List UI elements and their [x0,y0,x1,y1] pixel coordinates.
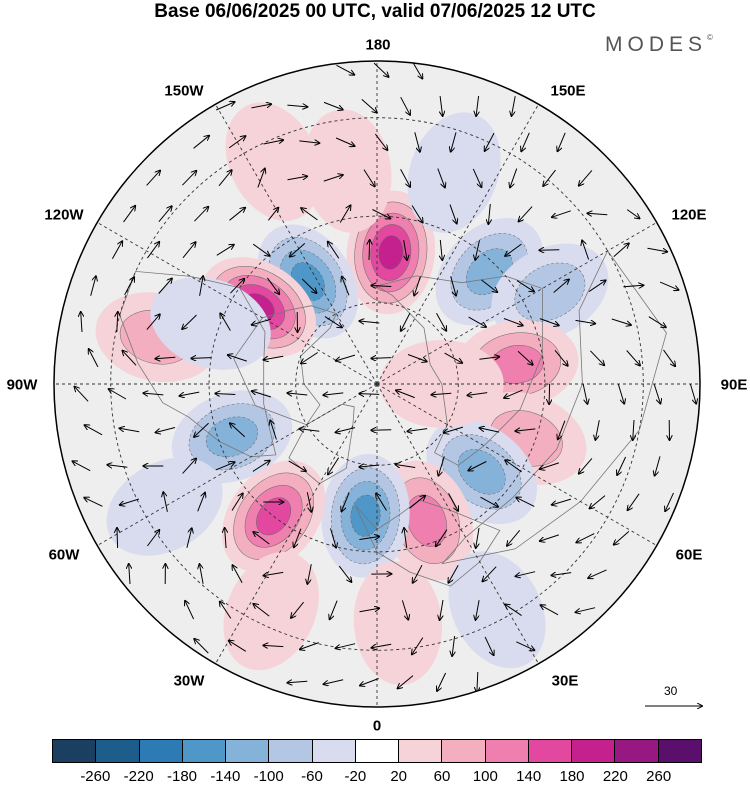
colorbar-tick-label: 20 [390,768,407,785]
colorbar-swatch [399,740,442,762]
colorbar-tick-label: 60 [434,768,451,785]
colorbar-tick-label: 260 [646,768,671,785]
lon-label-30w: 30W [174,673,205,690]
colorbar-swatch [96,740,139,762]
colorbar-swatch [442,740,485,762]
wind-arrow [549,384,550,404]
wind-arrow [371,430,391,431]
colorbar-swatch [313,740,356,762]
colorbar-swatch [140,740,183,762]
colorbar-swatch [183,740,226,762]
colorbar-tick-label: 180 [559,768,584,785]
lon-label-0: 0 [373,718,381,735]
lon-label-180: 180 [365,37,390,54]
lon-label-150e: 150E [550,83,585,100]
lon-label-120e: 120E [671,207,706,224]
wind-arrow [117,528,118,548]
colorbar-tick-label: -220 [124,768,154,785]
colorbar-tick-label: -260 [80,768,110,785]
lon-label-120w: 120W [44,207,83,224]
reference-vector-label: 30 [664,684,677,698]
colorbar-swatch [269,740,312,762]
colorbar-swatch [356,740,399,762]
colorbar-tick-label: -60 [301,768,323,785]
colorbar-tick-label: 100 [473,768,498,785]
lon-label-90e: 90E [721,377,748,394]
colorbar-swatch [226,740,269,762]
lon-label-90w: 90W [7,377,38,394]
colorbar-tick-label: -140 [210,768,240,785]
colorbar-swatch [529,740,572,762]
colorbar-swatch [615,740,658,762]
lon-label-60w: 60W [49,547,80,564]
colorbar-swatch [572,740,615,762]
colorbar-tick-label: -20 [344,768,366,785]
lon-label-60e: 60E [676,547,703,564]
colorbar-swatch [659,740,701,762]
colorbar-tick-label: -100 [254,768,284,785]
colorbar-tick-label: 140 [516,768,541,785]
wind-arrow [369,240,370,260]
colorbar [52,739,702,763]
lon-label-30e: 30E [552,673,579,690]
lon-label-150w: 150W [164,83,203,100]
colorbar-swatch [486,740,529,762]
colorbar-swatch [53,740,96,762]
colorbar-tick-label: 220 [603,768,628,785]
colorbar-tick-label: -180 [167,768,197,785]
